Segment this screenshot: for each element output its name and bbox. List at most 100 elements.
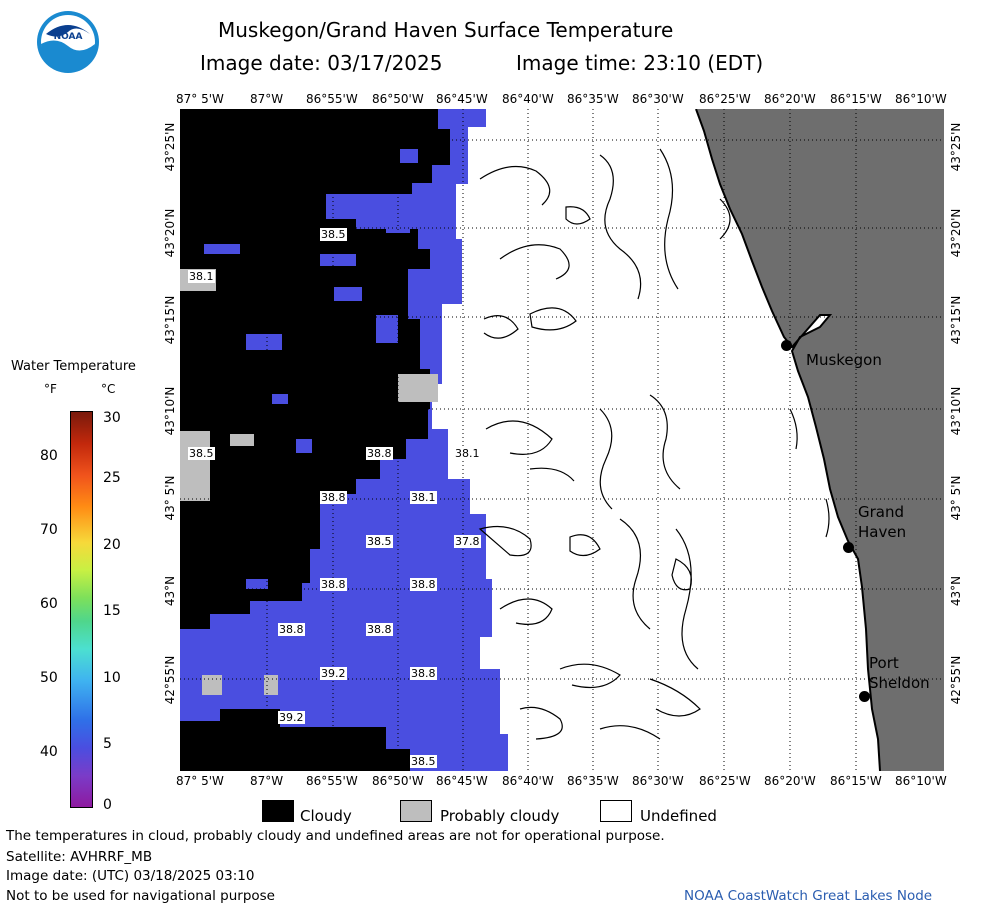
lon-label: 86°40'W: [502, 774, 554, 788]
lon-label: 86°25'W: [699, 92, 751, 106]
undefined-contours: [478, 148, 830, 740]
temp-label: 37.8: [454, 535, 481, 548]
colorbar-c-tick: 25: [103, 470, 121, 486]
city-marker-muskegon: [781, 340, 792, 351]
lon-label: 86°15'W: [830, 774, 882, 788]
colorbar-f-tick: 60: [40, 596, 58, 612]
lon-label: 86°45'W: [436, 774, 488, 788]
temp-label: 38.1: [454, 447, 481, 460]
city-label-grand-haven: Grand Haven: [858, 502, 906, 542]
colorbar-c-tick: 0: [103, 797, 112, 813]
lon-label: 86°35'W: [567, 774, 619, 788]
image-time: Image time: 23:10 (EDT): [516, 51, 764, 75]
lon-label: 87° 5'W: [176, 774, 224, 788]
lat-label: 43°10'N: [163, 386, 177, 436]
lat-label: 43° 5'N: [949, 475, 963, 521]
lon-label: 86°30'W: [632, 774, 684, 788]
page-title: Muskegon/Grand Haven Surface Temperature: [218, 18, 674, 42]
lon-label: 86°30'W: [632, 92, 684, 106]
lat-label: 42°55'N: [163, 655, 177, 705]
city-marker-grand-haven: [843, 542, 854, 553]
lon-label: 86°45'W: [436, 92, 488, 106]
image-date: Image date: 03/17/2025: [200, 51, 443, 75]
temp-label: 38.8: [366, 623, 393, 636]
colorbar-c-tick: 10: [103, 670, 121, 686]
lat-label: 43°25'N: [949, 122, 963, 172]
temp-label: 38.1: [188, 270, 215, 283]
city-label-line: Grand: [858, 503, 905, 521]
colorbar-title: Water Temperature: [11, 359, 136, 374]
legend-label-undefined: Undefined: [640, 807, 717, 825]
graticule: [180, 109, 944, 771]
footer-navigation: Not to be used for navigational purpose: [6, 888, 275, 904]
temp-label: 38.5: [410, 755, 437, 768]
lon-label: 86°10'W: [895, 774, 947, 788]
map-canvas: [180, 109, 944, 771]
lat-label: 43°20'N: [949, 208, 963, 258]
legend-label-probably-cloudy: Probably cloudy: [440, 807, 560, 825]
city-label-line: Sheldon: [869, 674, 930, 692]
legend-swatch-cloudy: [262, 800, 294, 822]
lon-label: 86°55'W: [306, 774, 358, 788]
logo-text: NOAA: [53, 32, 83, 42]
temp-label: 38.8: [410, 578, 437, 591]
temp-label: 38.8: [320, 491, 347, 504]
colorbar-f-tick: 40: [40, 744, 58, 760]
city-marker-port-sheldon: [859, 691, 870, 702]
lon-label: 86°50'W: [372, 92, 424, 106]
temp-label: 39.2: [278, 711, 305, 724]
lat-label: 43°25'N: [163, 122, 177, 172]
temp-label: 38.5: [366, 535, 393, 548]
lon-label: 86°20'W: [764, 774, 816, 788]
footer-disclaimer: The temperatures in cloud, probably clou…: [6, 828, 665, 844]
city-label-line: Port: [869, 654, 899, 672]
lon-label: 86°35'W: [567, 92, 619, 106]
legend-swatch-undefined: [600, 800, 632, 822]
temp-label: 38.8: [278, 623, 305, 636]
probably-cloudy-patches: [180, 269, 438, 695]
colorbar-c-tick: 20: [103, 537, 121, 553]
temp-label: 38.8: [320, 578, 347, 591]
temp-label: 38.5: [320, 228, 347, 241]
legend-swatch-probably-cloudy: [400, 800, 432, 822]
lat-label: 43°10'N: [949, 386, 963, 436]
temp-label: 38.1: [410, 491, 437, 504]
lat-label: 43°N: [949, 575, 963, 607]
colorbar-unit-f: °F: [44, 382, 57, 396]
lat-label: 43°15'N: [163, 295, 177, 345]
temp-label: 38.8: [366, 447, 393, 460]
lat-label: 43°N: [163, 575, 177, 607]
city-label-line: Haven: [858, 523, 907, 541]
sst-map: [180, 109, 944, 771]
lat-label: 43° 5'N: [163, 475, 177, 521]
footer-credit: NOAA CoastWatch Great Lakes Node: [684, 888, 933, 904]
city-label-muskegon: Muskegon: [806, 351, 882, 369]
colorbar-c-tick: 30: [103, 410, 121, 426]
colorbar-f-tick: 50: [40, 670, 58, 686]
colorbar-c-tick: 5: [103, 736, 112, 752]
colorbar-c-tick: 15: [103, 603, 121, 619]
lon-label: 86°25'W: [699, 774, 751, 788]
lon-label: 86°20'W: [764, 92, 816, 106]
colorbar: [70, 411, 93, 808]
temp-label: 39.2: [320, 667, 347, 680]
lat-label: 43°15'N: [949, 295, 963, 345]
colorbar-f-tick: 80: [40, 448, 58, 464]
water-region: [180, 109, 508, 771]
lon-label: 87°W: [250, 774, 284, 788]
lon-label: 87°W: [250, 92, 284, 106]
legend-label-cloudy: Cloudy: [300, 807, 352, 825]
colorbar-unit-c: °C: [101, 382, 116, 396]
lon-label: 86°10'W: [895, 92, 947, 106]
city-label-port-sheldon: Port Sheldon: [869, 653, 930, 693]
lon-label: 86°50'W: [372, 774, 424, 788]
colorbar-f-tick: 70: [40, 522, 58, 538]
temp-label: 38.8: [410, 667, 437, 680]
lat-label: 43°20'N: [163, 208, 177, 258]
lon-label: 86°40'W: [502, 92, 554, 106]
lon-label: 86°55'W: [306, 92, 358, 106]
lon-label: 86°15'W: [830, 92, 882, 106]
footer-utc-date: Image date: (UTC) 03/18/2025 03:10: [6, 868, 255, 884]
lon-label: 87° 5'W: [176, 92, 224, 106]
noaa-logo: NOAA: [36, 10, 100, 74]
